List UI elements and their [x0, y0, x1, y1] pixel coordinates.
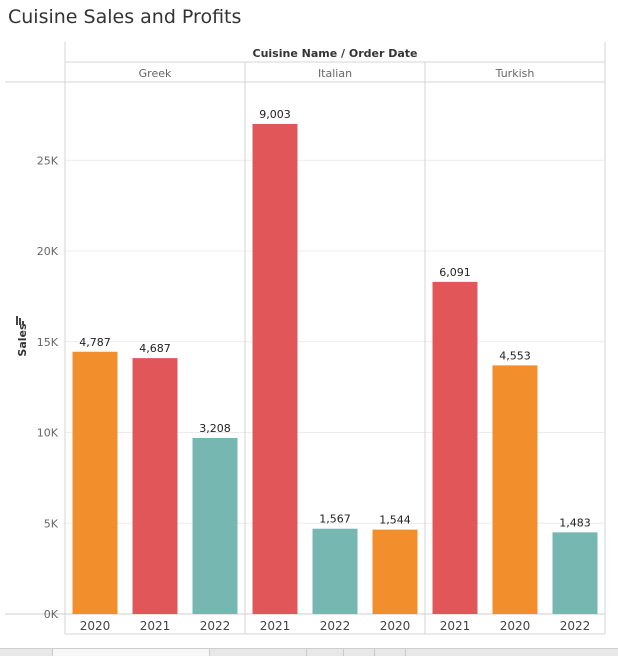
bar[interactable] — [552, 532, 598, 614]
data-label: 4,553 — [499, 349, 531, 362]
cuisine-groups: Greek Italian Turkish — [139, 67, 535, 80]
sheet-tab[interactable] — [375, 649, 406, 656]
sheet-tab[interactable] — [344, 649, 375, 656]
sheet-tab-strip[interactable] — [0, 648, 618, 656]
sheet-tab[interactable] — [307, 649, 344, 656]
bar[interactable] — [312, 528, 358, 614]
data-label: 9,003 — [259, 108, 291, 121]
data-label: 4,687 — [139, 342, 171, 355]
x-tick-label: 2020 — [380, 619, 411, 633]
group-label: Turkish — [495, 67, 535, 80]
data-label: 1,483 — [559, 516, 591, 529]
x-tick-label: 2021 — [260, 619, 291, 633]
data-labels: 4,787 4,687 3,208 9,003 1,567 1,544 6,091 4,553… — [79, 108, 591, 529]
y-axis-title[interactable]: Sales — [16, 316, 29, 357]
bar[interactable] — [372, 529, 418, 614]
y-tick-label: 5K — [44, 517, 59, 530]
x-axis-ticks: 2020 2021 2022 2021 2022 2020 2021 2020 2022 — [80, 619, 591, 633]
y-tick-label: 15K — [37, 336, 59, 349]
x-tick-label: 2021 — [140, 619, 171, 633]
bar[interactable] — [192, 437, 238, 614]
bar[interactable] — [492, 365, 538, 614]
data-label: 3,208 — [199, 422, 231, 435]
data-label: 1,567 — [319, 513, 351, 526]
y-tick-label: 0K — [44, 608, 59, 621]
x-tick-label: 2020 — [80, 619, 111, 633]
y-tick-label: 20K — [37, 245, 59, 258]
bar[interactable] — [432, 281, 478, 614]
y-axis-title-text: Sales — [16, 323, 29, 357]
page-title: Cuisine Sales and Profits — [8, 6, 242, 28]
data-label: 1,544 — [379, 514, 411, 527]
sheet-tab[interactable] — [210, 649, 307, 656]
bar[interactable] — [252, 124, 298, 614]
sheet-tab[interactable] — [0, 649, 53, 656]
x-tick-label: 2020 — [500, 619, 531, 633]
chart-frame — [5, 42, 606, 635]
bar[interactable] — [132, 358, 178, 614]
y-tick-label: 10K — [37, 427, 59, 440]
data-label: 6,091 — [439, 266, 471, 279]
y-axis-ticks: 0K 5K 10K 15K 20K 25K — [37, 154, 59, 621]
group-label: Greek — [139, 67, 172, 80]
bar[interactable] — [72, 351, 118, 614]
x-tick-label: 2021 — [440, 619, 471, 633]
x-tick-label: 2022 — [560, 619, 591, 633]
column-header: Cuisine Name / Order Date — [253, 47, 418, 60]
bars — [72, 124, 598, 614]
sheet-tab-active[interactable] — [53, 649, 210, 656]
data-label: 4,787 — [79, 336, 111, 349]
sort-icon[interactable] — [16, 316, 24, 325]
x-tick-label: 2022 — [320, 619, 351, 633]
y-tick-label: 25K — [37, 154, 59, 167]
x-tick-label: 2022 — [200, 619, 231, 633]
group-label: Italian — [318, 67, 352, 80]
